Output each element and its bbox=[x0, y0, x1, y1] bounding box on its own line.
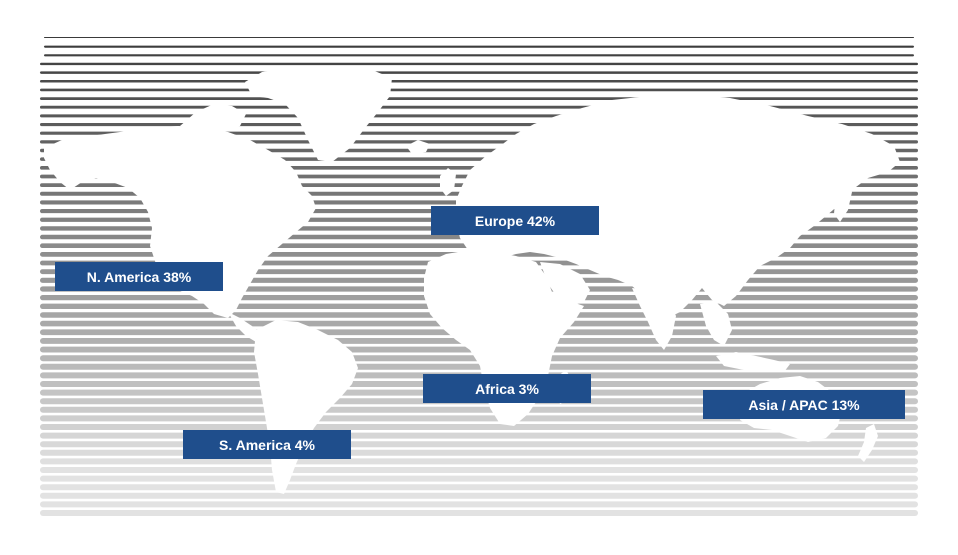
map-stripe bbox=[40, 260, 918, 266]
map-stripe bbox=[40, 467, 918, 473]
map-stripe bbox=[40, 406, 918, 413]
map-stripe bbox=[40, 501, 918, 508]
map-stripe bbox=[40, 424, 918, 430]
region-label-africa: Africa 3% bbox=[423, 374, 591, 403]
map-stripe bbox=[40, 105, 918, 109]
region-label-asia-apac: Asia / APAC 13% bbox=[703, 390, 905, 419]
map-stripe bbox=[40, 338, 918, 344]
map-stripe bbox=[44, 37, 914, 38]
region-label-south-america: S. America 4% bbox=[183, 430, 351, 459]
map-stripe bbox=[40, 123, 918, 127]
map-stripe bbox=[40, 252, 918, 257]
map-stripe bbox=[40, 303, 918, 309]
map-stripe bbox=[40, 269, 918, 275]
map-stripe bbox=[40, 286, 918, 292]
map-stripe bbox=[44, 54, 914, 57]
map-stripe bbox=[40, 183, 918, 188]
map-stripe bbox=[40, 355, 918, 362]
map-stripe bbox=[40, 363, 918, 370]
region-label-europe: Europe 42% bbox=[431, 206, 599, 235]
map-stripe bbox=[40, 510, 918, 516]
map-stripe bbox=[40, 62, 918, 66]
map-stripe bbox=[40, 458, 918, 465]
map-stripe bbox=[40, 131, 918, 135]
map-stripe bbox=[40, 277, 918, 283]
map-stripe bbox=[40, 441, 918, 448]
map-stripe bbox=[40, 475, 918, 482]
map-stripe bbox=[40, 415, 918, 422]
map-stripe bbox=[40, 157, 918, 161]
map-stripe bbox=[40, 88, 918, 92]
map-stripe bbox=[40, 140, 918, 144]
map-stripe bbox=[40, 243, 918, 249]
map-stripe bbox=[40, 295, 918, 301]
map-stripe bbox=[40, 320, 918, 327]
map-stripe bbox=[40, 449, 918, 456]
map-stripe bbox=[40, 492, 918, 499]
map-stripe bbox=[40, 484, 918, 491]
map-stripe bbox=[40, 174, 918, 179]
map-stripe bbox=[40, 191, 918, 196]
map-stripe bbox=[40, 71, 918, 74]
map-stripe bbox=[40, 166, 918, 170]
map-stripe bbox=[40, 114, 918, 118]
map-stripe bbox=[40, 148, 918, 153]
map-stripe bbox=[40, 432, 918, 439]
map-stripe bbox=[44, 45, 914, 48]
map-stripe bbox=[40, 312, 918, 318]
map-stripe bbox=[40, 234, 918, 240]
map-stripe bbox=[40, 329, 918, 336]
map-stripe bbox=[40, 346, 918, 353]
map-stripe bbox=[40, 200, 918, 205]
region-label-north-america: N. America 38% bbox=[55, 262, 223, 291]
map-stripe bbox=[40, 97, 918, 100]
map-stripe bbox=[40, 80, 918, 83]
